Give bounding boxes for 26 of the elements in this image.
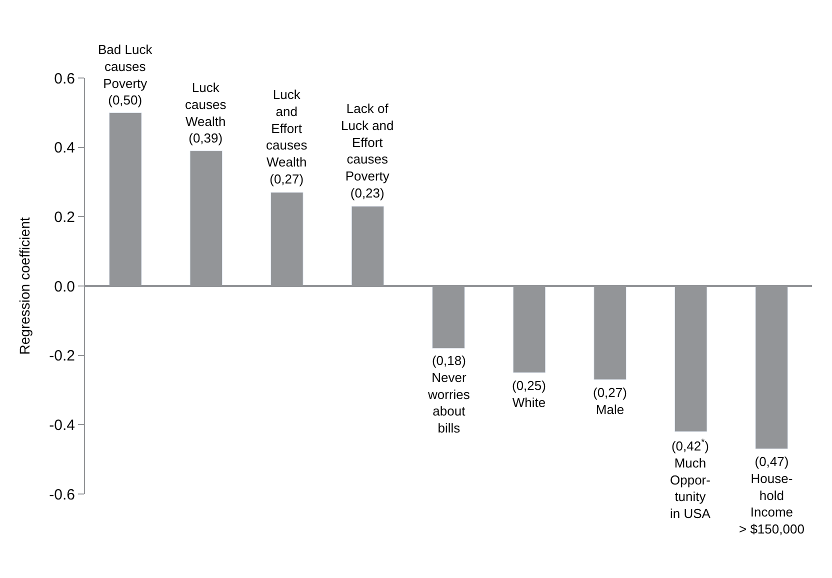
x-tick-label: Luck and Effort causes Wealth <box>266 87 308 170</box>
data-label: (0,27) <box>593 385 627 400</box>
y-tick-label: 0.4 <box>54 140 75 157</box>
y-tick-label: 0.0 <box>54 278 75 296</box>
y-tick-label: -0.4 <box>49 416 75 434</box>
y-tick-label: -0.2 <box>49 348 75 365</box>
y-tick-label: -0.6 <box>49 486 75 504</box>
y-tick-label: 0.6 <box>54 70 75 88</box>
data-label: (0,39) <box>188 130 223 146</box>
data-label: (0,47) <box>754 454 789 469</box>
y-axis-title: Regression coefficient <box>16 217 33 355</box>
data-label: (0,18) <box>432 353 466 368</box>
data-label: (0,27) <box>270 172 304 186</box>
x-tick-label: Male <box>596 402 624 417</box>
data-label: (0,25) <box>512 378 546 393</box>
data-label: (0,42$^{*}$) <box>671 437 709 454</box>
x-tick-label: Bad Luck causes Poverty <box>98 42 153 91</box>
x-tick-label: Luck causes Wealth <box>185 80 227 129</box>
x-tick-label: Never worries about bills <box>427 370 470 436</box>
data-label: (0,50) <box>108 92 142 108</box>
x-tick-label: Lack of Luck and Effort causes Poverty <box>341 101 394 184</box>
y-tick-label: 0.2 <box>54 208 75 226</box>
x-tick-label: White <box>512 394 546 410</box>
x-tick-label: House- hold Income > $150,000 <box>739 470 804 537</box>
data-label: (0,23) <box>350 186 384 200</box>
x-tick-label: Much Oppor- tunity in USA <box>670 455 711 522</box>
